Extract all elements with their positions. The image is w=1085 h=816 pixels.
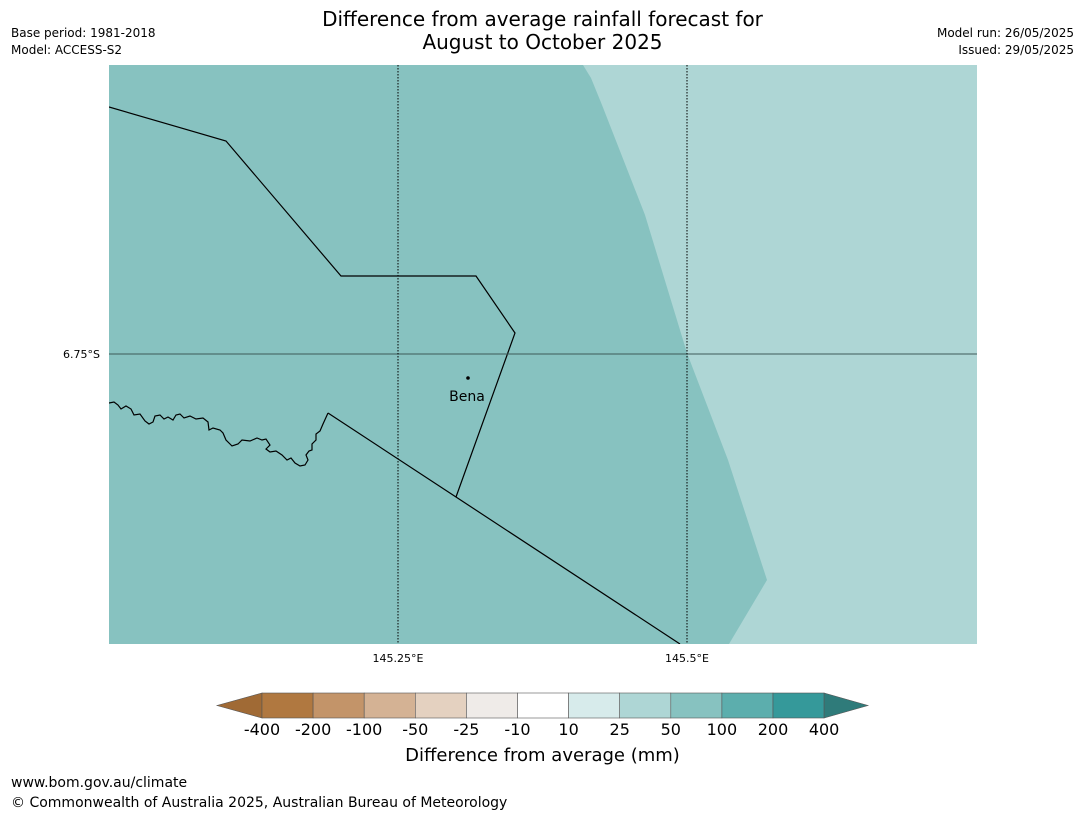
meta-right: Model run: 26/05/2025 Issued: 29/05/2025 [937, 25, 1074, 59]
colorbar-tick-label: -25 [453, 720, 479, 739]
colorbar-segment [466, 692, 518, 719]
title-line-2: August to October 2025 [422, 30, 663, 54]
colorbar-tick-label: 50 [661, 720, 681, 739]
map-area: Bena [109, 65, 977, 644]
colorbar-segment [517, 692, 569, 719]
footer-copyright: © Commonwealth of Australia 2025, Austra… [11, 795, 508, 811]
province-boundary [109, 106, 516, 498]
town-label: Bena [449, 389, 485, 405]
forecast-map: Bena 6.75°S 145.25°E 145.5°E [63, 65, 977, 665]
issued-text: Issued: 29/05/2025 [958, 43, 1074, 57]
title-line-1: Difference from average rainfall forecas… [322, 7, 763, 31]
colorbar-tick-label: 25 [610, 720, 630, 739]
colorbar-segments: -400 -200 -100 -50 -25 -10 10 25 50 100 200 400 [215, 692, 870, 739]
colorbar-segment [619, 692, 672, 719]
model-run-text: Model run: 26/05/2025 [936, 26, 1074, 40]
colorbar-tick-label: 400 [809, 720, 840, 739]
model-text: Model: ACCESS-S2 [11, 43, 123, 57]
colorbar-tick-label: 100 [707, 720, 738, 739]
map-title: Difference from average rainfall forecas… [0, 8, 1085, 54]
colorbar-tick-label: -200 [295, 720, 331, 739]
colorbar-segment [721, 692, 774, 719]
colorbar-tick-label: -50 [402, 720, 428, 739]
latitude-label: 6.75°S [63, 348, 100, 361]
colorbar-segment [312, 692, 365, 719]
meta-left: Base period: 1981-2018 Model: ACCESS-S2 [11, 25, 156, 59]
colorbar-tick-label: 200 [758, 720, 789, 739]
colorbar-legend: -400 -200 -100 -50 -25 -10 10 25 50 100 200 400 [215, 692, 870, 739]
colorbar-arrow-high [823, 692, 870, 719]
colorbar-tick-label: -100 [346, 720, 382, 739]
river-boundary [109, 401, 329, 467]
footer-url: www.bom.gov.au/climate [11, 775, 188, 791]
colorbar-segment [414, 692, 467, 719]
colorbar-segment [261, 692, 314, 719]
colorbar-tick-label: -10 [504, 720, 530, 739]
colorbar-segment [568, 692, 620, 719]
colorbar-tick-label: 10 [558, 720, 578, 739]
longitude-label-145-25: 145.25°E [373, 652, 424, 665]
colorbar-segment [772, 692, 825, 719]
longitude-label-145-5: 145.5°E [665, 652, 709, 665]
town-marker [466, 376, 470, 380]
colorbar-segment [670, 692, 723, 719]
colorbar-tick-label: -400 [244, 720, 280, 739]
base-period-text: Base period: 1981-2018 [11, 26, 156, 40]
legend-title: Difference from average (mm) [405, 745, 680, 766]
colorbar-segment [363, 692, 416, 719]
province-boundary-south [327, 412, 681, 644]
colorbar-arrow-low [215, 692, 263, 719]
